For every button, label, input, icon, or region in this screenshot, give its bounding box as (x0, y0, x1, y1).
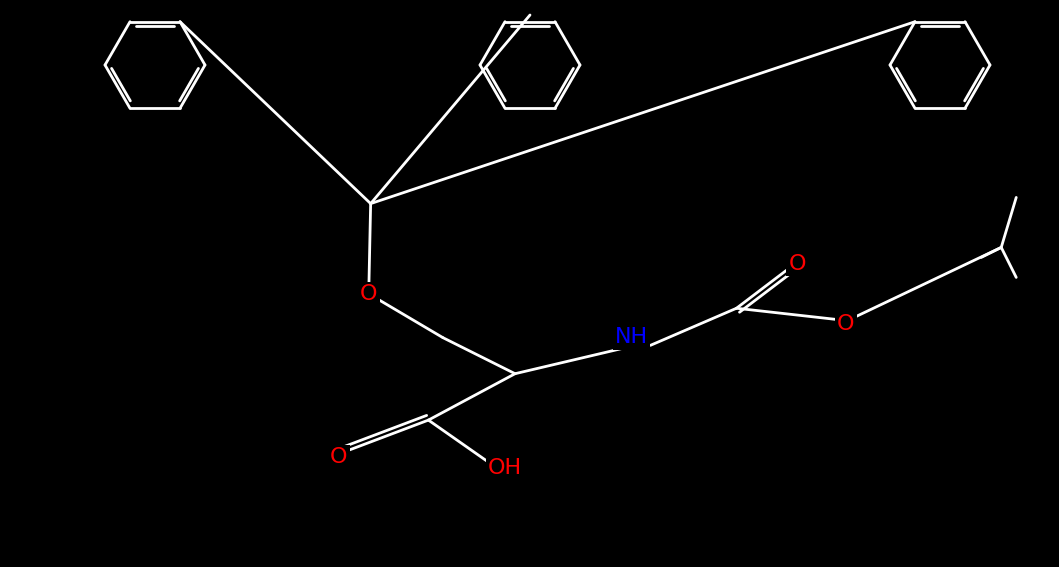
Text: O: O (789, 254, 806, 274)
Text: O: O (360, 284, 377, 304)
Text: O: O (329, 447, 347, 467)
Text: NH: NH (615, 327, 648, 348)
Text: O: O (837, 314, 855, 333)
Text: OH: OH (488, 458, 522, 478)
